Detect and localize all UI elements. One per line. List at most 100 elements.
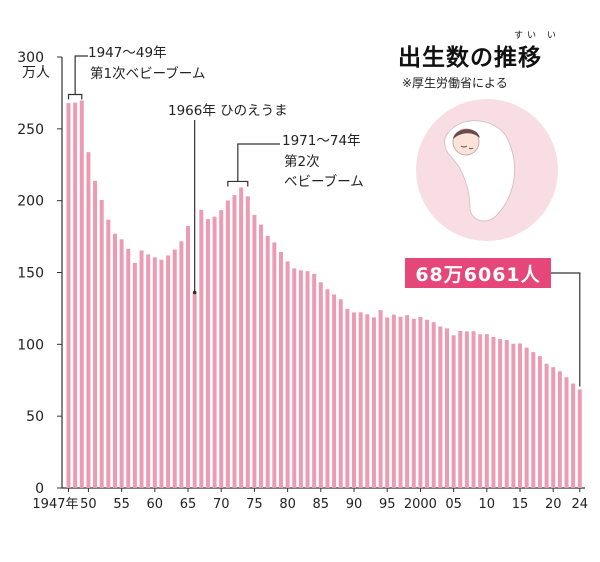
bar — [245, 196, 250, 488]
y-tick-label: 250 — [17, 122, 44, 138]
bar — [325, 289, 330, 488]
bar — [458, 330, 463, 488]
bar — [73, 102, 78, 488]
bar — [385, 317, 390, 488]
bar — [93, 180, 98, 488]
bar — [199, 209, 204, 488]
x-tick-label: 65 — [180, 497, 197, 512]
boom1-years: 1947～49年 — [88, 45, 167, 61]
bar — [132, 262, 137, 488]
bar — [524, 347, 529, 488]
bar — [398, 316, 403, 488]
bar — [186, 225, 191, 488]
y-tick-label: 300 — [17, 50, 44, 66]
x-tick-label: 24 — [572, 497, 589, 512]
x-tick-label: 70 — [213, 497, 230, 512]
bar — [159, 259, 164, 488]
bar — [484, 334, 489, 488]
bar — [478, 334, 483, 488]
bar — [577, 389, 582, 488]
bar — [358, 312, 363, 488]
bar — [345, 308, 350, 488]
y-unit-label: 万人 — [22, 65, 50, 81]
x-tick-label: 60 — [147, 497, 164, 512]
hinoeuma-dot — [192, 290, 197, 295]
boom2-leader — [237, 143, 280, 182]
bar — [411, 318, 416, 488]
bar — [179, 241, 184, 488]
x-tick-label: 90 — [346, 497, 363, 512]
title-ruby: すい い — [514, 31, 560, 41]
latest-value-leader — [551, 272, 581, 387]
boom2-bracket — [227, 180, 249, 187]
bar — [352, 312, 357, 488]
bar — [278, 251, 283, 488]
boom2-line2: ベビーブーム — [284, 174, 364, 190]
bar — [112, 233, 117, 488]
hinoeuma-note: 1966年 ひのえうま — [168, 103, 288, 119]
bar — [272, 242, 277, 488]
bar — [298, 270, 303, 488]
bar — [166, 255, 171, 488]
bar — [292, 268, 297, 488]
boom2-line1: 第2次 — [284, 154, 320, 170]
x-tick-label: 80 — [279, 497, 296, 512]
bar — [431, 322, 436, 488]
bar — [518, 343, 523, 488]
y-tick-label: 0 — [35, 481, 44, 497]
bar — [139, 250, 144, 488]
bar — [444, 328, 449, 488]
bar — [571, 383, 576, 488]
bar — [451, 335, 456, 488]
bar — [318, 282, 323, 488]
bar — [551, 367, 556, 488]
bar — [531, 352, 536, 488]
bar — [99, 199, 104, 488]
x-tick-label: 10 — [479, 497, 496, 512]
bar — [126, 248, 131, 488]
bar — [106, 219, 111, 488]
bar — [305, 271, 310, 488]
x-tick-label: 2000 — [404, 497, 437, 512]
bar — [557, 371, 562, 488]
boom2-years: 1971～74年 — [282, 133, 361, 149]
bar — [66, 103, 71, 488]
bar — [338, 299, 343, 488]
bar — [119, 239, 124, 488]
bar — [232, 195, 237, 488]
bar — [285, 261, 290, 488]
bar — [378, 310, 383, 488]
bar — [225, 200, 230, 488]
bar — [219, 210, 224, 488]
bar — [504, 340, 509, 488]
x-tick-label: 75 — [246, 497, 263, 512]
bar — [425, 319, 430, 488]
bar — [152, 257, 157, 488]
y-tick-label: 150 — [17, 266, 44, 282]
bar — [205, 219, 210, 488]
bar — [172, 249, 177, 488]
boom1-name: 第1次ベビーブーム — [90, 66, 206, 82]
bar — [192, 292, 197, 488]
x-tick-label: 55 — [113, 497, 130, 512]
boom1-leader — [74, 55, 88, 95]
x-tick-label: 85 — [313, 497, 330, 512]
y-tick-label: 200 — [17, 194, 44, 210]
baby-illustration-icon — [444, 120, 516, 222]
bar — [438, 326, 443, 488]
x-tick-label: 50 — [80, 497, 97, 512]
bar — [259, 224, 264, 488]
bar — [471, 331, 476, 488]
bar — [498, 339, 503, 488]
bar — [79, 100, 84, 488]
x-tick-label: 05 — [445, 497, 462, 512]
x-tick-label: 95 — [379, 497, 396, 512]
bar — [212, 216, 217, 489]
x-tick-label: 20 — [545, 497, 562, 512]
x-tick-label: 1947年 — [32, 497, 78, 512]
bar — [332, 294, 337, 488]
bar — [418, 316, 423, 488]
bar — [365, 314, 370, 488]
bar — [146, 254, 151, 488]
